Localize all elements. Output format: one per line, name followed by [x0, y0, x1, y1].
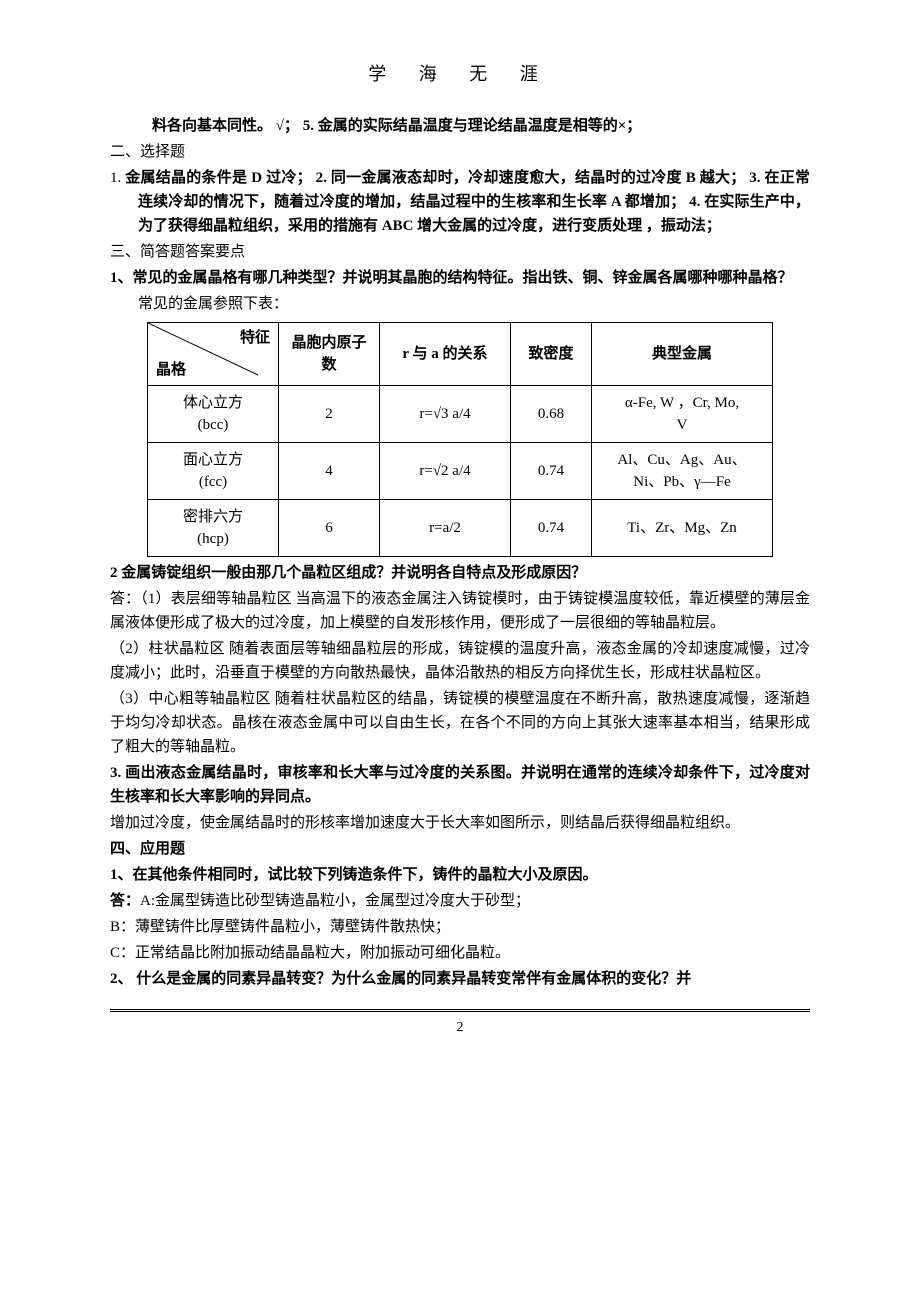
- question-text: 常见的金属晶格有哪几种类型？并说明其晶胞的结构特征。指出铁、铜、锌金属各属哪种哪…: [133, 270, 793, 286]
- cell-metals: Ti、Zr、Mg、Zn: [592, 500, 773, 557]
- table-row: 体心立方 (bcc) 2 r=√3 a/4 0.68 α-Fe, W ，Cr, M…: [148, 386, 773, 443]
- cell-text: Ni、Pb、γ—Fe: [633, 474, 730, 490]
- page-number: 2: [110, 1020, 810, 1036]
- cell-text: (bcc): [198, 417, 229, 433]
- cell-lattice: 体心立方 (bcc): [148, 386, 279, 443]
- section-3-q3-para: 增加过冷度，使金属结晶时的形核率增加速度大于长大率如图所示，则结晶后获得细晶粒组…: [110, 811, 810, 835]
- cell-atoms: 6: [279, 500, 380, 557]
- section-3-q2-p3: （3）中心粗等轴晶粒区 随着柱状晶粒区的结晶，铸锭模的模壁温度在不断升高，散热速…: [110, 687, 810, 759]
- cell-text: 面心立方: [183, 452, 243, 468]
- list-item-text: 金属结晶的条件是 D 过冷； 2. 同一金属液态却时，冷却速度愈大，结晶时的过冷…: [125, 170, 810, 234]
- col-header-atoms: 晶胞内原子数: [279, 323, 380, 386]
- table-row: 面心立方 (fcc) 4 r=√2 a/4 0.74 Al、Cu、Ag、Au、 Ni…: [148, 443, 773, 500]
- table-diagonal-header: 特征 晶格: [148, 323, 279, 386]
- cell-text: (hcp): [197, 531, 229, 547]
- cell-metals: α-Fe, W ，Cr, Mo, V: [592, 386, 773, 443]
- list-number: 1、: [110, 270, 133, 286]
- cell-density: 0.74: [511, 443, 592, 500]
- section-4-q1-b: B：薄壁铸件比厚壁铸件晶粒小，薄壁铸件散热快；: [110, 915, 810, 939]
- section-2-item-1: 1. 金属结晶的条件是 D 过冷； 2. 同一金属液态却时，冷却速度愈大，结晶时…: [110, 166, 810, 238]
- section-3-q1-intro: 常见的金属参照下表：: [110, 292, 810, 316]
- diag-bottom-label: 晶格: [156, 359, 186, 381]
- section-2-heading: 二、选择题: [110, 140, 810, 164]
- section-4-q2-heading: 2、 什么是金属的同素异晶转变？为什么金属的同素异晶转变常伴有金属体积的变化？并: [110, 967, 810, 991]
- cell-ra: r=a/2: [380, 500, 511, 557]
- answer-label: 答：: [110, 893, 140, 909]
- col-header-metals: 典型金属: [592, 323, 773, 386]
- section-3-q2-p1: 答：（1）表层细等轴晶粒区 当高温下的液态金属注入铸锭模时，由于铸锭模温度较低，…: [110, 587, 810, 635]
- cell-density: 0.68: [511, 386, 592, 443]
- cell-text: 密排六方: [183, 509, 243, 525]
- cell-ra: r=√3 a/4: [380, 386, 511, 443]
- section-3-heading: 三、简答题答案要点: [110, 240, 810, 264]
- section-3-q2-heading: 2 金属铸锭组织一般由那几个晶粒区组成？并说明各自特点及形成原因？: [110, 561, 810, 585]
- cell-text: α-Fe, W ，Cr, Mo,: [625, 395, 739, 411]
- cell-atoms: 4: [279, 443, 380, 500]
- cell-text: Al、Cu、Ag、Au、: [617, 452, 746, 468]
- section-4-q1-heading: 1、在其他条件相同时，试比较下列铸造条件下，铸件的晶粒大小及原因。: [110, 863, 810, 887]
- cell-metals: Al、Cu、Ag、Au、 Ni、Pb、γ—Fe: [592, 443, 773, 500]
- footer-rule: [110, 1009, 810, 1012]
- page-header-title: 学 海 无 涯: [110, 60, 810, 86]
- diag-top-label: 特征: [240, 327, 270, 349]
- section-4-heading: 四、应用题: [110, 837, 810, 861]
- section-3-q3-heading: 3. 画出液态金属结晶时，审核率和长大率与过冷度的关系图。并说明在通常的连续冷却…: [110, 761, 810, 809]
- table-header-row: 特征 晶格 晶胞内原子数 r 与 a 的关系 致密度 典型金属: [148, 323, 773, 386]
- cell-density: 0.74: [511, 500, 592, 557]
- section-4-q1-c: C：正常结晶比附加振动结晶晶粒大，附加振动可细化晶粒。: [110, 941, 810, 965]
- cell-text: (fcc): [199, 474, 227, 490]
- col-header-density: 致密度: [511, 323, 592, 386]
- list-number: 1.: [110, 170, 121, 186]
- section-3-q1: 1、常见的金属晶格有哪几种类型？并说明其晶胞的结构特征。指出铁、铜、锌金属各属哪…: [110, 266, 810, 290]
- cell-text: V: [677, 417, 688, 433]
- document-page: 学 海 无 涯 料各向基本同性。 √； 5. 金属的实际结晶温度与理论结晶温度是…: [0, 0, 920, 1302]
- answer-line-a: A:金属型铸造比砂型铸造晶粒小，金属型过冷度大于砂型；: [140, 893, 530, 909]
- section-3-q2-p2: （2）柱状晶粒区 随着表面层等轴细晶粒层的形成，铸锭模的温度升高，液态金属的冷却…: [110, 637, 810, 685]
- cell-atoms: 2: [279, 386, 380, 443]
- table-row: 密排六方 (hcp) 6 r=a/2 0.74 Ti、Zr、Mg、Zn: [148, 500, 773, 557]
- cell-text: 体心立方: [183, 395, 243, 411]
- col-header-ra: r 与 a 的关系: [380, 323, 511, 386]
- crystal-lattice-table: 特征 晶格 晶胞内原子数 r 与 a 的关系 致密度 典型金属 体心立方 (bcc…: [147, 322, 773, 557]
- top-continuation-line: 料各向基本同性。 √； 5. 金属的实际结晶温度与理论结晶温度是相等的×；: [110, 114, 810, 138]
- cell-lattice: 密排六方 (hcp): [148, 500, 279, 557]
- cell-lattice: 面心立方 (fcc): [148, 443, 279, 500]
- section-4-q1-a: 答：A:金属型铸造比砂型铸造晶粒小，金属型过冷度大于砂型；: [110, 889, 810, 913]
- cell-ra: r=√2 a/4: [380, 443, 511, 500]
